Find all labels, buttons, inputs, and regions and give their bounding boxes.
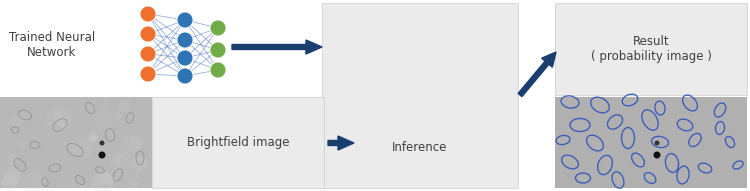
Circle shape bbox=[10, 114, 22, 127]
FancyArrow shape bbox=[518, 52, 556, 97]
Circle shape bbox=[177, 68, 193, 84]
Circle shape bbox=[140, 66, 156, 82]
Circle shape bbox=[140, 6, 156, 22]
Circle shape bbox=[2, 174, 18, 191]
Circle shape bbox=[111, 152, 125, 166]
Circle shape bbox=[91, 172, 113, 191]
Circle shape bbox=[140, 46, 156, 62]
Text: Inference: Inference bbox=[392, 141, 448, 154]
Circle shape bbox=[52, 107, 72, 127]
Circle shape bbox=[129, 180, 138, 189]
Bar bbox=[555, 97, 747, 188]
Circle shape bbox=[140, 26, 156, 42]
FancyBboxPatch shape bbox=[152, 97, 324, 188]
Circle shape bbox=[118, 100, 130, 112]
Circle shape bbox=[88, 135, 96, 143]
Circle shape bbox=[22, 172, 45, 191]
Circle shape bbox=[99, 171, 112, 185]
Circle shape bbox=[130, 136, 143, 149]
Circle shape bbox=[67, 177, 76, 186]
Text: Result
( probability image ): Result ( probability image ) bbox=[590, 35, 712, 63]
Circle shape bbox=[44, 109, 62, 127]
Circle shape bbox=[4, 167, 22, 185]
Text: Trained Neural
Network: Trained Neural Network bbox=[9, 31, 95, 59]
Circle shape bbox=[177, 12, 193, 28]
FancyArrow shape bbox=[232, 40, 322, 54]
Circle shape bbox=[100, 141, 104, 146]
Circle shape bbox=[70, 137, 92, 159]
Circle shape bbox=[7, 155, 16, 165]
Circle shape bbox=[0, 180, 7, 186]
Text: Brightfield image: Brightfield image bbox=[187, 136, 290, 149]
FancyArrow shape bbox=[328, 136, 354, 150]
Circle shape bbox=[210, 20, 226, 36]
Circle shape bbox=[98, 151, 106, 159]
Circle shape bbox=[134, 173, 138, 177]
FancyBboxPatch shape bbox=[555, 3, 747, 95]
Circle shape bbox=[655, 141, 659, 146]
Circle shape bbox=[96, 110, 115, 129]
Circle shape bbox=[110, 153, 134, 176]
Circle shape bbox=[210, 62, 226, 78]
Circle shape bbox=[60, 123, 68, 130]
Circle shape bbox=[21, 112, 25, 116]
Circle shape bbox=[177, 32, 193, 48]
Circle shape bbox=[115, 112, 122, 119]
Circle shape bbox=[34, 179, 42, 187]
Circle shape bbox=[210, 42, 226, 58]
Circle shape bbox=[653, 151, 661, 159]
Circle shape bbox=[112, 177, 117, 182]
Circle shape bbox=[19, 141, 26, 148]
Bar bbox=[0, 97, 152, 188]
FancyBboxPatch shape bbox=[322, 3, 518, 188]
Circle shape bbox=[131, 155, 147, 171]
Circle shape bbox=[88, 132, 98, 142]
Circle shape bbox=[121, 136, 140, 155]
Circle shape bbox=[101, 99, 109, 107]
Circle shape bbox=[177, 50, 193, 66]
